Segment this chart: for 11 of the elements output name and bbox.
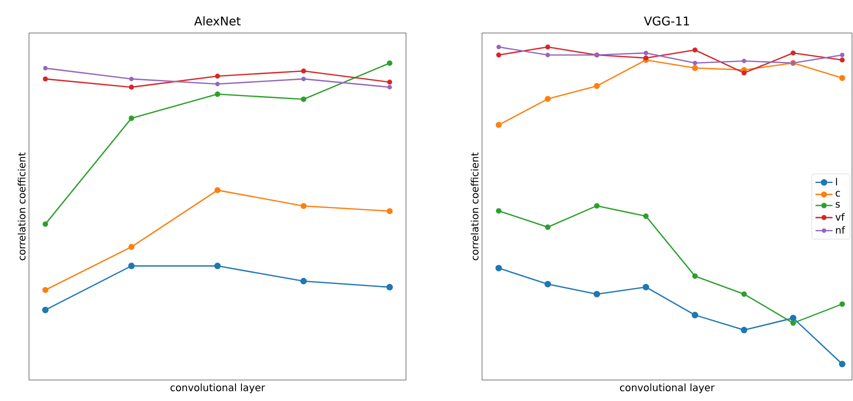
y-axis-title: correlation coefficient bbox=[18, 152, 26, 260]
chart-title: AlexNet bbox=[194, 16, 241, 26]
y-axis-title: correlation coefficient bbox=[470, 152, 478, 260]
chart-title: VGG-11 bbox=[644, 16, 690, 26]
legend-label: s bbox=[836, 202, 840, 208]
legend-label: l bbox=[836, 178, 837, 186]
legend-label: vf bbox=[835, 213, 845, 221]
legend-label: nf bbox=[836, 226, 846, 234]
legend-label: c bbox=[836, 190, 840, 197]
x-axis-title: convolutional layer bbox=[170, 384, 266, 394]
x-axis-title: convolutional layer bbox=[620, 384, 715, 394]
